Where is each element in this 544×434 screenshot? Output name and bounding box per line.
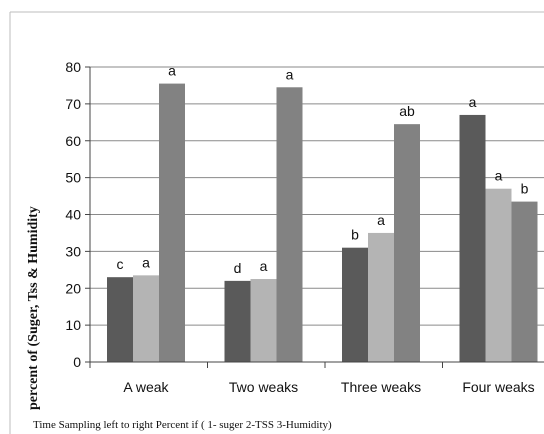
y-tick-labels: 0 10 20 30 40 50 60 70 80: [65, 59, 81, 370]
y-tick-label: 40: [65, 207, 81, 223]
bar-annotation: d: [234, 260, 242, 276]
bar: [250, 279, 277, 362]
y-tick-label: 80: [65, 59, 81, 75]
y-axis-label: percent of (Suger, Tss & Humidity: [26, 206, 41, 410]
y-tick-label: 30: [65, 243, 81, 259]
bar-annotation: a: [168, 63, 176, 79]
bars: [107, 83, 538, 362]
bar: [394, 124, 420, 362]
bar-annotation: b: [351, 227, 359, 243]
y-tick-label: 50: [65, 170, 81, 186]
bar-annotation: a: [142, 254, 150, 270]
y-tick-label: 10: [65, 317, 81, 333]
bar-annotation: c: [117, 256, 124, 272]
bar-annotation: ab: [399, 103, 415, 119]
bar-annotation: a: [469, 94, 477, 110]
bar: [107, 277, 133, 362]
axes: [89, 67, 544, 368]
x-category-label: A weak: [123, 379, 169, 395]
bar: [133, 275, 159, 362]
bar: [276, 87, 303, 362]
bar-annotation: a: [377, 212, 385, 228]
bar: [368, 232, 394, 362]
bar: [511, 201, 538, 362]
bar: [459, 114, 486, 362]
bar-annotation: a: [495, 168, 503, 184]
y-tick-label: 60: [65, 133, 81, 149]
x-axis-label: Time Sampling left to right Percent if (…: [33, 419, 332, 431]
x-category-labels: A weak Two weaks Three weaks Four weaks: [123, 379, 534, 395]
bar: [485, 188, 512, 362]
bar: [159, 83, 185, 362]
y-tick-label: 20: [65, 280, 81, 296]
bar: [224, 280, 251, 362]
bar-annotation: a: [260, 258, 268, 274]
x-category-label: Four weaks: [462, 379, 534, 395]
bar-annotation: a: [286, 66, 294, 82]
bar-annotation: b: [521, 181, 529, 197]
bar: [342, 247, 368, 362]
x-category-label: Three weaks: [341, 379, 421, 395]
y-tick-label: 0: [73, 354, 81, 370]
y-tick-label: 70: [65, 96, 81, 112]
x-category-label: Two weaks: [229, 379, 298, 395]
